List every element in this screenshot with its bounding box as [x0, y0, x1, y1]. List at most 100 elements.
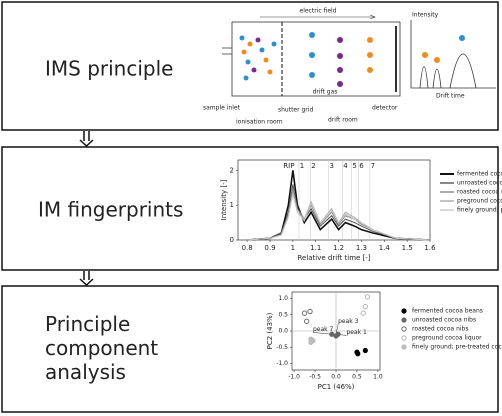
- annotation: peak 1: [346, 329, 367, 336]
- ion-dot: [239, 35, 245, 41]
- ion-dot: [367, 52, 373, 58]
- scatter-point: [308, 336, 314, 342]
- scatter-point: [362, 304, 368, 310]
- y-tick-label: 1: [230, 201, 234, 209]
- legend-label: preground cocoa liquor: [457, 198, 502, 205]
- ion-dot: [271, 41, 277, 47]
- annotation: peak 3: [338, 318, 359, 325]
- x-axis-label: Relative drift time [-]: [297, 254, 370, 262]
- spectrum-label: Intensity: [412, 12, 439, 19]
- panel-label: IMS principle: [45, 57, 173, 81]
- legend-label: unroasted cocoa nibs: [412, 317, 476, 324]
- legend-swatch: [401, 344, 407, 350]
- x-tick-label: 0.5: [352, 374, 362, 381]
- ion-dot: [422, 52, 428, 58]
- y-tick-label: -1.0: [276, 360, 288, 367]
- scatter-point: [364, 294, 371, 300]
- x-tick-label: 0.9: [264, 244, 275, 252]
- legend-swatch: [401, 335, 407, 341]
- ion-dot: [309, 52, 315, 58]
- x-tick-label: 0.8: [242, 244, 253, 252]
- series-line: [247, 194, 431, 241]
- peak-label: 2: [311, 162, 315, 170]
- ion-dot: [459, 35, 465, 41]
- scatter-point: [329, 331, 335, 337]
- peak-label: 6: [359, 162, 364, 170]
- schematic-label: detector: [372, 105, 398, 112]
- legend-swatch: [401, 308, 407, 314]
- scatter-point: [362, 347, 368, 354]
- ion-dot: [247, 41, 253, 47]
- legend-swatch: [401, 317, 407, 323]
- panel-label: IM fingerprints: [38, 198, 183, 222]
- x-tick-label: 1.0: [373, 374, 383, 381]
- schematic-label: drift gas: [313, 89, 338, 96]
- ion-dot: [309, 72, 315, 78]
- ion-dot: [434, 57, 440, 63]
- x-axis-label: PC1 (46%): [318, 383, 355, 391]
- panel-box: [1, 1, 499, 131]
- x-tick-label: 1.6: [424, 244, 436, 252]
- y-tick-label: 1.0: [278, 295, 288, 302]
- y-tick-label: -0.5: [276, 344, 288, 351]
- ion-dot: [337, 37, 343, 43]
- legend-label: roasted cocoa nibs: [412, 326, 469, 333]
- schematic-label: electric field: [300, 8, 337, 15]
- panel-label: Principle component analysis: [45, 312, 158, 384]
- ion-dot: [245, 59, 251, 65]
- legend-label: finely ground; pre-treated cocoa liquor: [412, 344, 502, 351]
- legend-label: preground cocoa liquor: [412, 335, 482, 342]
- schematic-label: drift room: [328, 117, 358, 124]
- legend-label: fermented cocoa beans: [457, 171, 502, 178]
- ion-dot: [241, 49, 247, 55]
- schematic-label: ionisation room: [236, 119, 283, 126]
- ion-dot: [367, 37, 373, 43]
- scatter-point: [335, 331, 341, 337]
- x-tick-label: 1.3: [356, 244, 367, 252]
- y-tick-label: 0.5: [278, 311, 288, 318]
- schematic-label: sample inlet: [203, 105, 241, 112]
- ion-dot: [243, 75, 249, 81]
- annotation-line: [312, 332, 332, 335]
- arrows: [79, 131, 94, 287]
- scatter-point: [301, 310, 308, 316]
- panel-box: [1, 146, 499, 271]
- ion-dot: [337, 81, 343, 87]
- plot-area: [237, 159, 431, 241]
- peak-label: 5: [352, 162, 356, 170]
- x-tick-label: 0.0: [331, 374, 341, 381]
- legend-label: roasted cocoa nibs: [457, 189, 502, 196]
- scatter-point: [360, 310, 366, 316]
- x-tick-label: 1: [291, 244, 295, 252]
- scatter-point: [307, 308, 313, 315]
- legend-swatch: [401, 326, 407, 332]
- x-tick-label: 1.5: [402, 244, 413, 252]
- series-line: [247, 170, 431, 241]
- legend-label: unroasted cocoa nibs: [457, 180, 502, 187]
- ion-dot: [259, 47, 265, 53]
- series-line: [247, 184, 431, 241]
- ion-dot: [251, 67, 257, 73]
- ion-dot: [367, 67, 373, 73]
- ion-dot: [337, 67, 343, 73]
- scatter-point: [304, 318, 310, 324]
- x-tick-label: 1.1: [310, 244, 321, 252]
- y-axis-label: PC2 (43%): [266, 312, 274, 349]
- y-axis-label: Intensity [-]: [220, 179, 228, 220]
- ion-dot: [255, 37, 261, 43]
- peak-label: 4: [343, 162, 348, 170]
- ion-dot: [309, 32, 315, 38]
- x-tick-label: -0.5: [309, 374, 321, 381]
- legend-label: finely ground, pre-treated cocoa liquor: [457, 207, 502, 214]
- y-tick-label: 0: [230, 236, 234, 244]
- scatter-point: [355, 351, 361, 357]
- spectrum-label: Drift time: [436, 93, 465, 100]
- ion-dot: [267, 69, 273, 75]
- panel-box: [1, 285, 499, 413]
- series-line: [247, 191, 431, 241]
- x-tick-label: 1.4: [379, 244, 391, 252]
- ion-dot: [337, 53, 343, 59]
- schematic: [222, 14, 496, 97]
- schematic-label: shutter grid: [278, 107, 313, 114]
